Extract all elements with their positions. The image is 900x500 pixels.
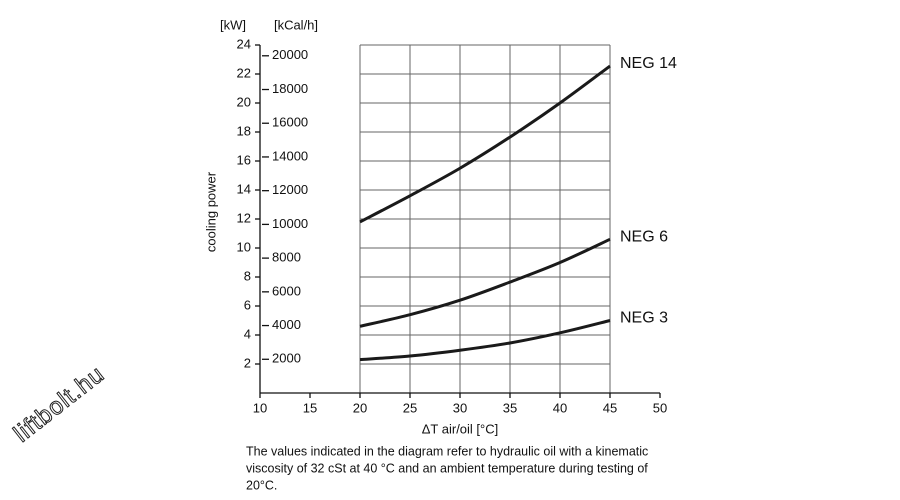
y2-unit: [kCal/h]	[274, 17, 318, 32]
footnote: 20°C.	[246, 478, 277, 492]
y-tick-label: 18	[237, 123, 251, 138]
y2-tick-label: 14000	[272, 148, 308, 163]
series-line	[359, 64, 611, 224]
x-tick-label: 25	[403, 400, 417, 415]
y2-tick-label: 16000	[272, 115, 308, 130]
y-tick-label: 4	[244, 326, 251, 341]
x-tick-label: 10	[253, 400, 267, 415]
x-tick-label: 20	[353, 400, 367, 415]
y2-tick-label: 2000	[272, 351, 301, 366]
y-tick-label: 2	[244, 355, 251, 370]
watermark: liftbolt.hu	[9, 360, 110, 447]
y-tick-label: 24	[237, 36, 251, 51]
series-line	[359, 319, 611, 362]
x-axis-label: ΔT air/oil [°C]	[422, 421, 499, 436]
x-tick-label: 40	[553, 400, 567, 415]
x-tick-label: 50	[653, 400, 667, 415]
y-tick-label: 22	[237, 65, 251, 80]
y-axis-label: cooling power	[203, 171, 218, 252]
x-tick-label: 45	[603, 400, 617, 415]
y2-tick-label: 6000	[272, 283, 301, 298]
series-label: NEG 6	[620, 229, 668, 246]
series-label: NEG 3	[620, 310, 668, 327]
y2-tick-label: 20000	[272, 47, 308, 62]
y-tick-label: 20	[237, 94, 251, 109]
y-unit: [kW]	[220, 17, 246, 32]
x-tick-label: 15	[303, 400, 317, 415]
y-tick-label: 8	[244, 268, 251, 283]
x-tick-label: 35	[503, 400, 517, 415]
y-tick-label: 12	[237, 210, 251, 225]
x-tick-label: 30	[453, 400, 467, 415]
y2-tick-label: 10000	[272, 216, 308, 231]
footnote: viscosity of 32 cSt at 40 °C and an ambi…	[246, 461, 648, 475]
y-tick-label: 6	[244, 297, 251, 312]
series-line	[359, 237, 611, 328]
y2-tick-label: 12000	[272, 182, 308, 197]
footnote: The values indicated in the diagram refe…	[246, 444, 648, 458]
y-tick-label: 10	[237, 239, 251, 254]
series-label: NEG 14	[620, 55, 677, 72]
y2-tick-label: 8000	[272, 250, 301, 265]
y2-tick-label: 4000	[272, 317, 301, 332]
y2-tick-label: 18000	[272, 81, 308, 96]
y-tick-label: 14	[237, 181, 251, 196]
y-tick-label: 16	[237, 152, 251, 167]
